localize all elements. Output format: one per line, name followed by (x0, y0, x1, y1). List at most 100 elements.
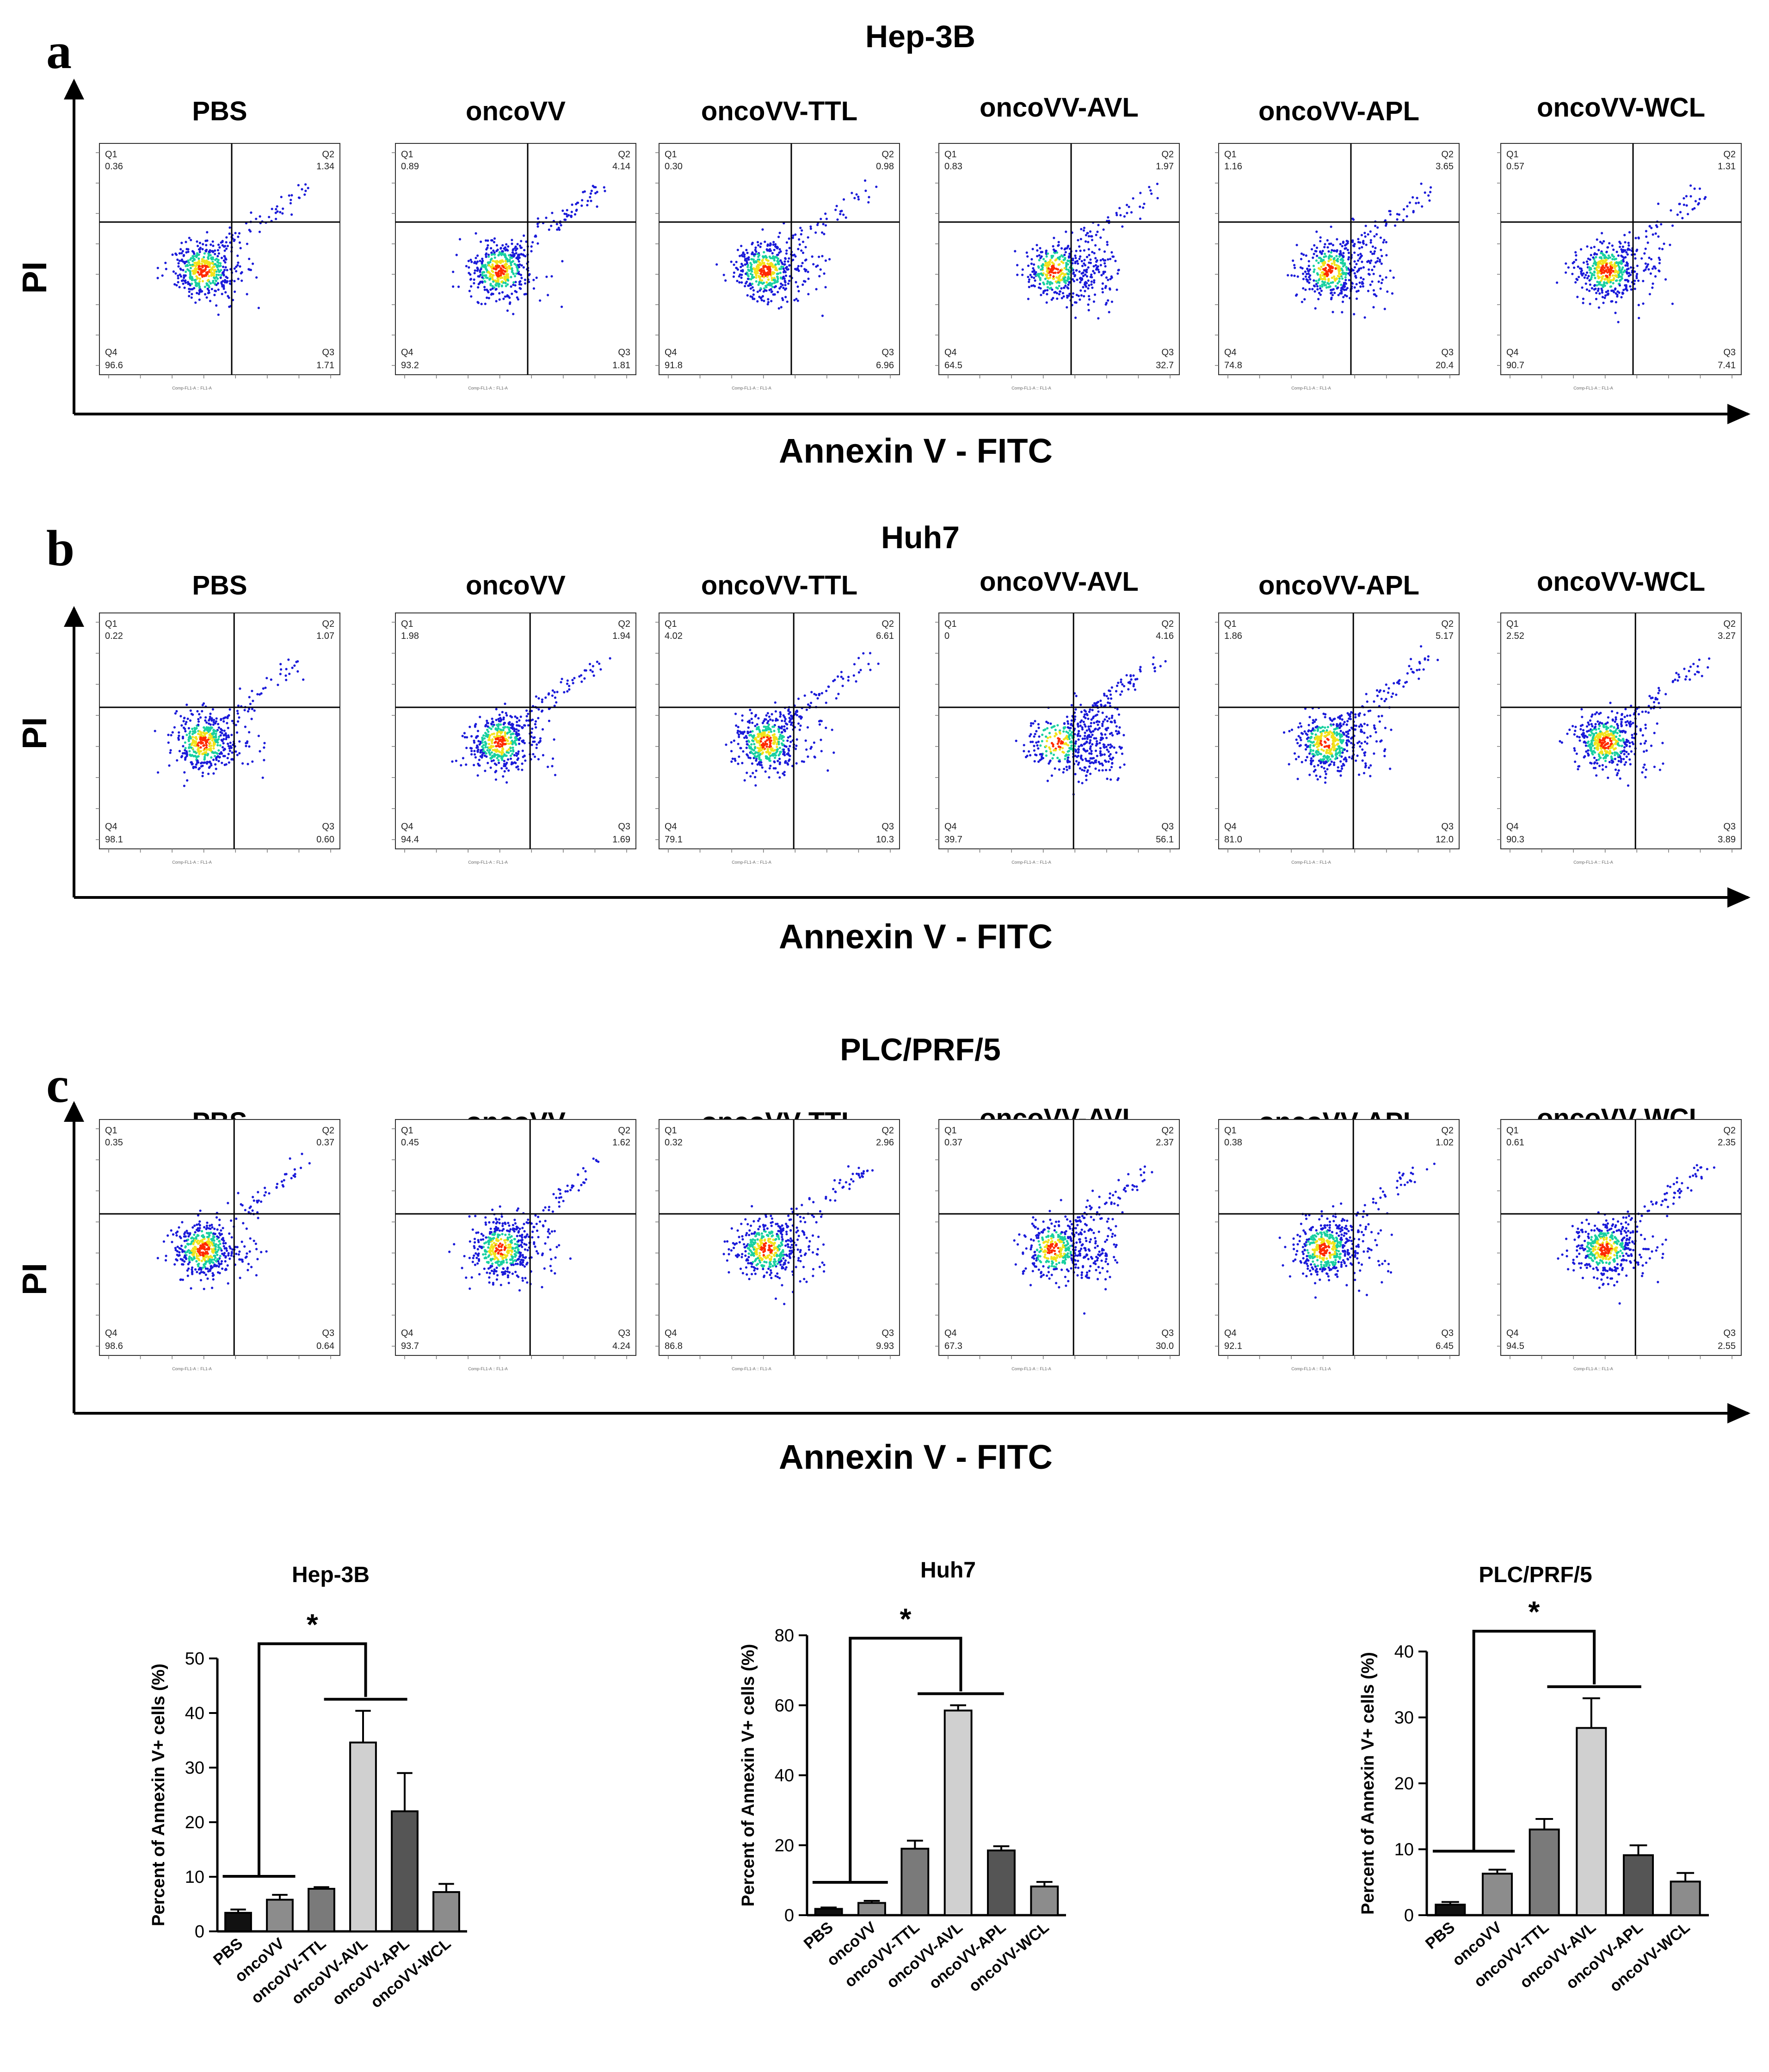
data-point (190, 746, 193, 749)
data-point (752, 757, 755, 760)
data-point (1614, 311, 1617, 315)
data-point (561, 260, 564, 263)
data-point (216, 744, 219, 747)
data-point (1121, 225, 1124, 228)
data-point (496, 748, 499, 751)
flow-plot-oncovv: oncoVVQ10.89Q24.14Q493.2Q31.81Comp-FL1-A… (392, 96, 636, 390)
data-point (1084, 735, 1086, 737)
data-point (1391, 292, 1394, 295)
data-point (485, 274, 487, 277)
data-point (280, 196, 283, 198)
data-point (178, 734, 180, 737)
data-point (739, 730, 741, 733)
data-point (568, 688, 571, 691)
data-point (470, 260, 473, 263)
data-point (1379, 236, 1382, 239)
data-point (265, 677, 268, 680)
data-point (1373, 235, 1376, 238)
data-point (750, 263, 753, 266)
data-point (763, 287, 766, 290)
data-point (1116, 214, 1118, 216)
data-point (763, 725, 765, 728)
data-point (1060, 278, 1063, 281)
data-point (1356, 297, 1358, 300)
data-point (216, 266, 219, 269)
data-point (1062, 295, 1065, 298)
data-point (226, 245, 229, 247)
data-point (1596, 238, 1598, 241)
column-label: oncoVV-TTL (701, 570, 857, 600)
data-point (1302, 287, 1305, 290)
data-point (771, 252, 774, 255)
data-point (1365, 243, 1368, 246)
data-point (1330, 251, 1332, 254)
data-point (1072, 257, 1074, 260)
quadrant-value-q4: 96.6 (105, 360, 123, 371)
data-point (186, 268, 189, 271)
data-point (551, 757, 555, 760)
data-point (1156, 182, 1159, 186)
data-point (1424, 191, 1426, 194)
data-point (1031, 247, 1034, 251)
data-point (1385, 224, 1387, 227)
data-point (248, 731, 251, 734)
quadrant-name-q1: Q1 (1506, 149, 1519, 160)
data-point (1598, 282, 1601, 285)
data-point (1116, 288, 1118, 291)
data-point (521, 749, 524, 752)
data-point (190, 712, 193, 715)
quadrant-name-q4: Q4 (105, 347, 117, 358)
data-point (157, 771, 160, 774)
data-point (210, 756, 213, 759)
data-point (247, 710, 250, 713)
data-point (1056, 742, 1059, 745)
data-point (219, 276, 222, 279)
data-point (191, 736, 194, 738)
data-point (1320, 266, 1323, 268)
data-point (1364, 235, 1367, 238)
data-point (1338, 275, 1341, 278)
data-point (499, 247, 502, 249)
quadrant-value-q2: 1.94 (612, 631, 630, 641)
data-point (1049, 274, 1052, 277)
data-point (510, 733, 512, 736)
data-point (773, 730, 776, 732)
data-point (1621, 266, 1624, 269)
data-point (722, 273, 725, 276)
data-point (245, 742, 247, 744)
data-point (213, 276, 216, 279)
data-point (517, 752, 519, 755)
data-point (516, 717, 518, 719)
data-point (1314, 307, 1317, 310)
data-point (1093, 279, 1096, 282)
panel-title-hep3b: Hep-3B (865, 19, 976, 54)
data-point (1102, 228, 1105, 231)
data-point (222, 720, 225, 723)
data-point (724, 279, 727, 282)
data-point (1587, 257, 1590, 260)
data-point (1602, 275, 1604, 278)
data-point (1611, 289, 1614, 292)
plot-axis-caption: Comp-FL1-A :: FL1-A (468, 386, 508, 390)
data-point (1335, 250, 1338, 253)
data-point (234, 291, 236, 293)
plot-axis-caption: Comp-FL1-A :: FL1-A (172, 386, 212, 390)
data-point (746, 743, 749, 746)
data-point (778, 752, 781, 755)
data-point (501, 291, 504, 294)
data-point (787, 268, 789, 271)
data-point (225, 734, 228, 737)
plot-frame (395, 143, 636, 375)
data-point (214, 249, 216, 252)
data-point (1058, 730, 1061, 734)
data-point (483, 737, 486, 740)
data-point (746, 772, 748, 774)
data-point (812, 263, 815, 266)
data-point (1041, 267, 1044, 271)
data-point (782, 275, 785, 278)
data-point (209, 734, 212, 737)
data-point (260, 692, 263, 695)
data-point (512, 313, 515, 315)
data-point (485, 248, 488, 251)
data-point (1046, 293, 1048, 296)
